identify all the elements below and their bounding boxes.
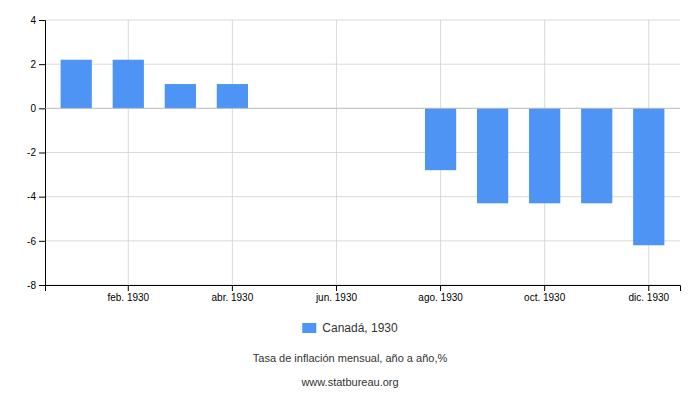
x-tick-mark [648, 285, 649, 291]
x-tick-label: oct. 1930 [524, 292, 566, 303]
subtitle: Tasa de inflación mensual, año a año,% [253, 352, 448, 364]
bar [425, 108, 456, 170]
grid-line [45, 240, 680, 241]
x-tick-label: dic. 1930 [628, 292, 669, 303]
x-tick: abr. 1930 [212, 285, 254, 303]
y-tick-label: -4 [27, 191, 36, 202]
x-tick-label: ago. 1930 [418, 292, 463, 303]
x-tick-label: jun. 1930 [315, 292, 358, 303]
x-tick-mark [336, 285, 337, 291]
x-tick-mark [440, 285, 441, 291]
y-tick: -2 [27, 147, 45, 158]
y-axis-line [39, 21, 46, 286]
bars [61, 60, 665, 246]
y-tick: 4 [30, 15, 45, 26]
bar [581, 108, 612, 203]
y-tick-mark [39, 153, 45, 154]
y-tick-mark [39, 241, 45, 242]
x-axis: feb. 1930 abr. 1930 jun. 1930 ago. 1930 oct.… [46, 285, 681, 303]
x-tick: jun. 1930 [315, 285, 358, 303]
annotation: www.statbureau.org [300, 376, 398, 388]
chart: -8 -6 -4 -2 0 2 4 feb. 1930 abr. 1930 jun. 1930 ag… [0, 0, 700, 400]
x-tick-label: feb. 1930 [107, 292, 149, 303]
x-tick-mark [544, 285, 545, 291]
x-tick-mark [128, 285, 129, 291]
plot: -8 -6 -4 -2 0 2 4 feb. 1930 abr. 1930 jun. 1930 ag… [27, 15, 680, 303]
x-tick-mark [232, 285, 233, 291]
bar [529, 108, 560, 203]
y-tick: -4 [27, 191, 45, 202]
legend-swatch [302, 323, 316, 333]
x-tick: feb. 1930 [107, 285, 149, 303]
legend-label: Canadá, 1930 [322, 321, 398, 335]
y-tick-label: 4 [30, 15, 36, 26]
y-tick: 2 [30, 59, 45, 70]
y-tick-label: -2 [27, 147, 36, 158]
y-tick-mark [39, 20, 45, 21]
grid-line [232, 20, 233, 285]
zero-line [45, 108, 680, 109]
x-axis-line [46, 286, 681, 292]
y-tick-label: 2 [30, 59, 36, 70]
x-tick: ago. 1930 [418, 285, 463, 303]
y-tick-mark [39, 285, 45, 286]
y-tick-label: -6 [27, 236, 36, 247]
bar [477, 108, 508, 203]
x-tick-label: abr. 1930 [212, 292, 254, 303]
legend-item: Canadá, 1930 [302, 321, 398, 335]
x-tick: dic. 1930 [628, 285, 669, 303]
bar [217, 84, 248, 108]
y-tick-mark [39, 108, 45, 109]
grid [45, 20, 680, 285]
bar [113, 60, 144, 109]
y-axis: -8 -6 -4 -2 0 2 4 [27, 15, 45, 291]
grid-line [45, 20, 680, 21]
y-tick-mark [39, 197, 45, 198]
y-tick: -8 [27, 280, 45, 291]
y-tick: 0 [30, 103, 45, 114]
legend: Canadá, 1930 [302, 321, 398, 335]
y-tick-label: -8 [27, 280, 36, 291]
bar [165, 84, 196, 108]
x-tick: oct. 1930 [524, 285, 566, 303]
grid-line [336, 20, 337, 285]
bar [633, 108, 664, 245]
y-tick-label: 0 [30, 103, 36, 114]
y-tick: -6 [27, 236, 45, 247]
bar [61, 60, 92, 109]
grid-line [45, 108, 680, 109]
y-tick-mark [39, 64, 45, 65]
